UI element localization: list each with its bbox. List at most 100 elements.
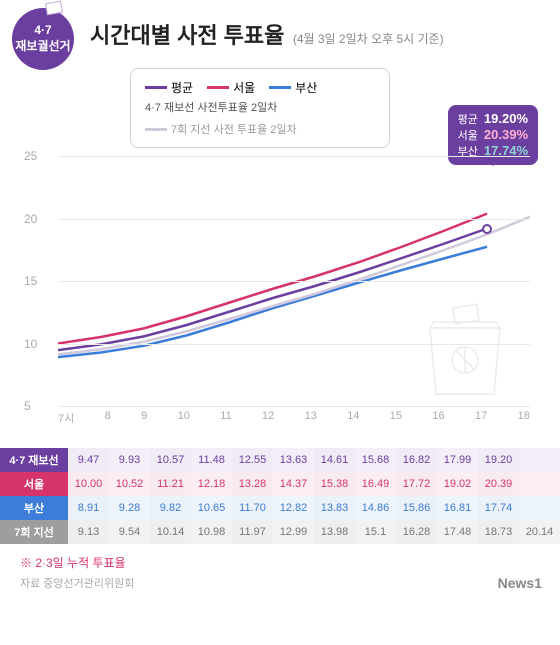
legend-item: 부산 (269, 79, 317, 96)
x-tick: 13 (305, 410, 317, 426)
result-row: 평균 19.20% (458, 111, 528, 127)
table-cell: 11.97 (232, 520, 273, 544)
x-tick: 9 (141, 410, 147, 426)
ballot-svg (420, 300, 510, 400)
legend-ref: 7회 지선 사전 투표율 2일차 (145, 121, 375, 137)
legend-item: 평균 (145, 79, 193, 96)
table-cell: 11.70 (232, 496, 273, 520)
table-cell: 12.55 (232, 448, 273, 472)
table-cell: 14.37 (273, 472, 314, 496)
x-axis: 7시89101112131415161718 (58, 406, 530, 426)
table-cell: 10.65 (191, 496, 232, 520)
legend-label: 부산 (295, 79, 317, 96)
badge-line1: 4·7 (34, 23, 51, 39)
result-row: 서울 20.39% (458, 127, 528, 143)
table-cell: 10.57 (150, 448, 191, 472)
table-cell: 20.39 (478, 472, 519, 496)
y-tick: 15 (24, 274, 37, 288)
gridline (58, 156, 530, 157)
table-cell: 15.86 (396, 496, 437, 520)
chart: 510152025 7시89101112131415161718 (0, 156, 560, 446)
table-cell: 8.91 (68, 496, 109, 520)
y-tick: 5 (24, 399, 31, 413)
table-cell: 9.82 (150, 496, 191, 520)
table-cell: 14.61 (314, 448, 355, 472)
result-value: 19.20% (484, 111, 528, 127)
table-cell: 19.20 (478, 448, 519, 472)
end-dot (482, 224, 492, 234)
table-cell (519, 472, 560, 496)
table-cell: 12.18 (191, 472, 232, 496)
gridline (58, 406, 530, 407)
table-cell: 9.54 (109, 520, 150, 544)
x-tick: 15 (390, 410, 402, 426)
x-tick: 10 (178, 410, 190, 426)
x-tick: 18 (518, 410, 530, 426)
election-badge: 4·7 재보궐선거 (12, 8, 80, 76)
y-tick: 20 (24, 212, 37, 226)
row-header: 서울 (0, 472, 68, 496)
badge-line2: 재보궐선거 (15, 39, 70, 55)
legend-label: 서울 (233, 79, 255, 96)
row-header: 부산 (0, 496, 68, 520)
legend: 평균 서울 부산 4·7 재보선 사전투표율 2일차 7회 지선 사전 투표율 2일… (130, 68, 390, 148)
table-cell: 18.73 (478, 520, 519, 544)
footnote: ※ 2·3일 누적 투표율 (20, 554, 540, 571)
data-table: 4·7 재보선9.479.9310.5711.4812.5513.6314.61… (0, 448, 560, 544)
legend-sub: 4·7 재보선 사전투표율 2일차 (145, 99, 375, 115)
table-cell (519, 496, 560, 520)
table-cell: 9.93 (109, 448, 150, 472)
table-cell: 10.52 (109, 472, 150, 496)
table-cell: 13.28 (232, 472, 273, 496)
result-label: 평균 (458, 111, 478, 127)
table-cell: 15.68 (355, 448, 396, 472)
table-cell: 15.38 (314, 472, 355, 496)
gridline (58, 219, 530, 220)
badge-circle: 4·7 재보궐선거 (12, 8, 74, 70)
table-row: 7회 지선9.139.5410.1410.9811.9712.9913.9815… (0, 520, 560, 544)
legend-ref-label: 7회 지선 사전 투표율 2일차 (171, 121, 297, 137)
table-cell: 20.14 (519, 520, 560, 544)
table-cell: 17.99 (437, 448, 478, 472)
table-row: 서울10.0010.5211.2112.1813.2814.3715.3816.… (0, 472, 560, 496)
table-cell: 10.00 (68, 472, 109, 496)
table-cell: 16.49 (355, 472, 396, 496)
x-tick: 7시 (58, 410, 74, 426)
table-row: 부산8.919.289.8210.6511.7012.8213.8314.861… (0, 496, 560, 520)
x-tick: 8 (105, 410, 111, 426)
table-cell: 10.98 (191, 520, 232, 544)
table-cell: 9.13 (68, 520, 109, 544)
legend-row: 평균 서울 부산 (145, 79, 375, 96)
table-cell: 12.82 (273, 496, 314, 520)
legend-line (145, 86, 167, 89)
table-cell: 17.48 (437, 520, 478, 544)
chart-area: 510152025 (58, 156, 530, 406)
gridline (58, 344, 530, 345)
table-cell: 16.28 (396, 520, 437, 544)
table-cell: 15.1 (355, 520, 396, 544)
row-header: 4·7 재보선 (0, 448, 68, 472)
y-tick: 25 (24, 149, 37, 163)
table-cell: 13.98 (314, 520, 355, 544)
result-value: 20.39% (484, 127, 528, 143)
footer: ※ 2·3일 누적 투표율 자료 중앙선거관리위원회 (0, 544, 560, 607)
table-cell: 13.63 (273, 448, 314, 472)
legend-item: 서울 (207, 79, 255, 96)
x-tick: 12 (262, 410, 274, 426)
legend-line (207, 86, 229, 89)
source: 자료 중앙선거관리위원회 (20, 575, 540, 591)
header: 시간대별 사전 투표율 (4월 3일 2일차 오후 5시 기준) (0, 0, 560, 58)
table-cell: 11.21 (150, 472, 191, 496)
y-tick: 10 (24, 337, 37, 351)
table-cell: 10.14 (150, 520, 191, 544)
table-cell: 12.99 (273, 520, 314, 544)
legend-line (269, 86, 291, 89)
x-tick: 14 (347, 410, 359, 426)
table-cell: 17.72 (396, 472, 437, 496)
table-cell: 16.82 (396, 448, 437, 472)
table-cell: 17.74 (478, 496, 519, 520)
result-label: 서울 (458, 127, 478, 143)
table-cell: 13.83 (314, 496, 355, 520)
table-row: 4·7 재보선9.479.9310.5711.4812.5513.6314.61… (0, 448, 560, 472)
page-title: 시간대별 사전 투표율 (90, 23, 284, 48)
